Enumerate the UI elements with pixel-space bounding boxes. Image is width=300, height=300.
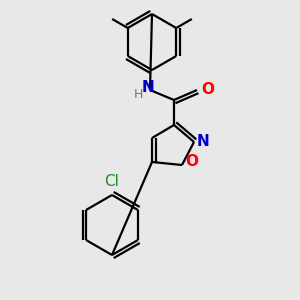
Text: O: O	[185, 154, 198, 169]
Text: N: N	[197, 134, 210, 149]
Text: H: H	[133, 88, 143, 100]
Text: N: N	[142, 80, 154, 95]
Text: Cl: Cl	[105, 174, 119, 189]
Text: O: O	[201, 82, 214, 98]
